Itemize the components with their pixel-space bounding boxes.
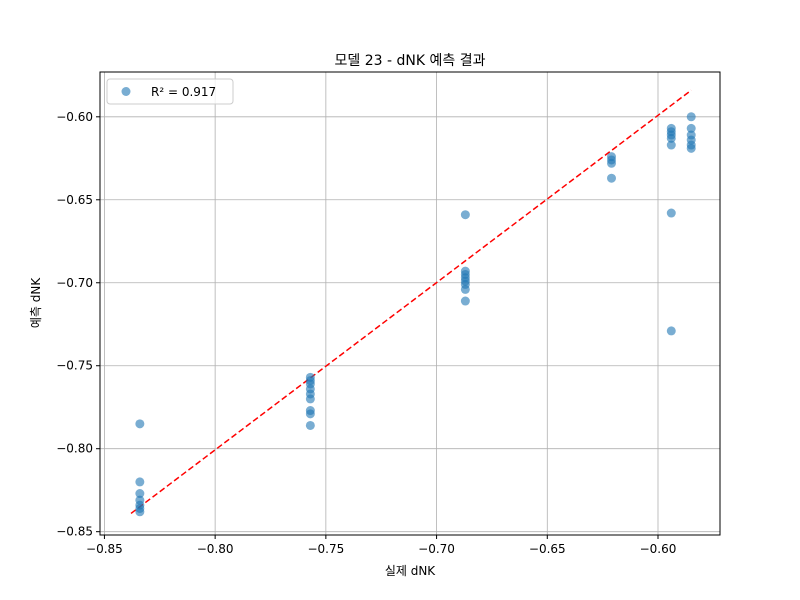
y-tick-label: −0.65	[56, 193, 93, 207]
y-axis-ticks: −0.85 −0.80 −0.75 −0.70 −0.65 −0.60	[56, 110, 100, 539]
data-point	[460, 284, 470, 294]
fit-line	[130, 89, 692, 515]
data-point	[305, 409, 315, 419]
chart-title: 모델 23 - dNK 예측 결과	[335, 53, 486, 69]
data-point	[135, 507, 145, 517]
grid	[100, 72, 720, 535]
data-point	[666, 326, 676, 336]
data-point	[305, 394, 315, 404]
data-points	[135, 112, 696, 517]
data-point	[460, 210, 470, 220]
x-tick-label: −0.60	[640, 542, 677, 556]
legend-marker	[121, 87, 131, 96]
data-point	[135, 489, 145, 499]
x-axis-label: 실제 dNK	[385, 564, 436, 578]
legend: R² = 0.917	[106, 78, 234, 105]
data-point	[607, 173, 616, 183]
y-tick-label: −0.80	[56, 442, 93, 456]
data-point	[666, 140, 676, 150]
x-tick-label: −0.65	[529, 542, 566, 556]
plot-frame	[99, 71, 721, 536]
data-point	[686, 112, 696, 122]
data-point	[135, 419, 145, 429]
y-axis-label: 예측 dNK	[29, 277, 43, 328]
fit-line-layer	[130, 89, 692, 515]
data-point	[607, 158, 616, 168]
x-axis-ticks: −0.85 −0.80 −0.75 −0.70 −0.65 −0.60	[86, 535, 676, 556]
data-point	[460, 296, 470, 306]
x-tick-label: −0.80	[197, 542, 234, 556]
x-tick-label: −0.70	[418, 542, 455, 556]
y-tick-label: −0.85	[56, 525, 93, 539]
y-tick-label: −0.75	[56, 359, 93, 373]
data-point	[686, 123, 696, 133]
y-tick-label: −0.70	[56, 276, 93, 290]
plot-area	[100, 72, 720, 535]
data-point	[686, 143, 696, 153]
x-tick-label: −0.75	[307, 542, 344, 556]
data-point	[305, 420, 315, 430]
x-tick-label: −0.85	[86, 542, 123, 556]
data-point	[135, 477, 145, 487]
data-point	[666, 208, 676, 218]
legend-label: R² = 0.917	[151, 85, 216, 99]
legend-box	[106, 78, 234, 105]
y-tick-label: −0.60	[56, 110, 93, 124]
data-point	[666, 133, 676, 143]
